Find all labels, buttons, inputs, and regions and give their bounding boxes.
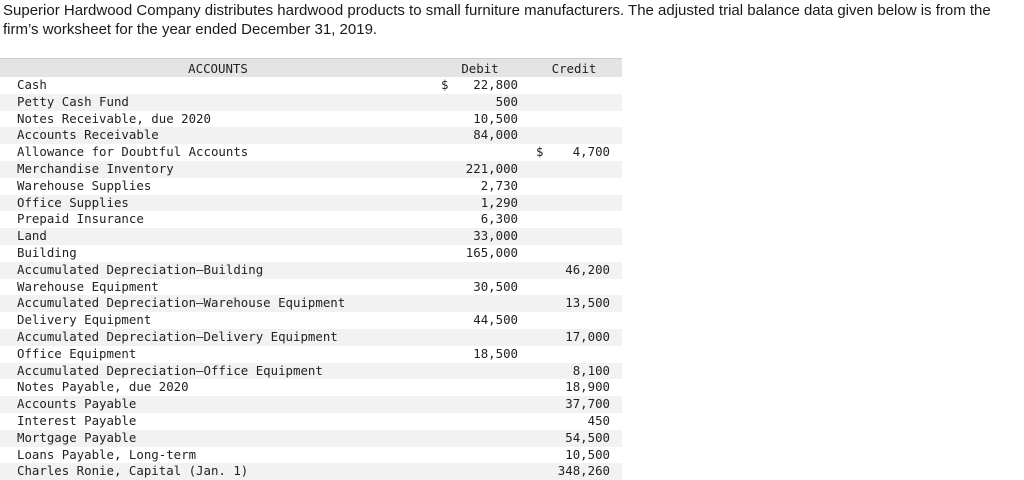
table-row: Office Supplies 1,290 — [0, 194, 622, 212]
table-row: Accounts Payable 37,700 — [0, 396, 622, 413]
account-name: Accumulated Depreciation—Delivery Equipm… — [17, 328, 338, 344]
table-row: Merchandise Inventory 221,000 — [0, 160, 622, 178]
table-row: Land 33,000 — [0, 228, 622, 245]
table-row: Prepaid Insurance 6,300 — [0, 211, 622, 228]
table-row: Cash $22,800 — [0, 77, 622, 94]
table-row: Accounts Receivable 84,000 — [0, 127, 622, 145]
debit-column-header: Debit — [461, 61, 499, 76]
debit-amount: 84,000 — [473, 127, 518, 143]
credit-amount: 4,700 — [572, 144, 610, 160]
account-name: Accounts Payable — [17, 396, 137, 412]
account-name: Office Equipment — [17, 345, 137, 361]
table-row: Delivery Equipment 44,500 — [0, 312, 622, 329]
debit-amount: 44,500 — [473, 312, 518, 328]
debit-amount: 33,000 — [473, 228, 518, 244]
table-row: Accumulated Depreciation—Building 46,200 — [0, 261, 622, 279]
debit-amount: 6,300 — [480, 211, 518, 227]
credit-amount: 37,700 — [565, 396, 610, 412]
account-name: Merchandise Inventory — [17, 160, 174, 176]
account-name: Accumulated Depreciation—Office Equipmen… — [17, 362, 323, 378]
account-name: Building — [17, 244, 77, 260]
account-name: Loans Payable, Long-term — [17, 446, 197, 462]
credit-amount: 17,000 — [565, 328, 610, 344]
account-name: Accounts Receivable — [17, 127, 159, 143]
account-name: Charles Ronie, Capital (Jan. 1) — [17, 463, 249, 479]
account-name: Allowance for Doubtful Accounts — [17, 144, 249, 160]
credit-amount: 54,500 — [565, 429, 610, 445]
table-row: Warehouse Equipment 30,500 — [0, 279, 622, 296]
account-name: Warehouse Supplies — [17, 177, 152, 193]
account-name: Land — [17, 228, 47, 244]
account-name: Mortgage Payable — [17, 429, 137, 445]
account-name: Cash — [17, 77, 47, 92]
account-name: Petty Cash Fund — [17, 93, 129, 109]
account-name: Notes Receivable, due 2020 — [17, 110, 211, 126]
account-name: Accumulated Depreciation—Building — [17, 261, 264, 277]
credit-column-header: Credit — [551, 61, 597, 76]
debit-amount: 18,500 — [473, 345, 518, 361]
account-name: Prepaid Insurance — [17, 211, 144, 227]
account-name: Warehouse Equipment — [17, 278, 159, 294]
account-name: Notes Payable, due 2020 — [17, 379, 189, 395]
table-row: Accumulated Depreciation—Warehouse Equip… — [0, 295, 622, 313]
debit-amount: 10,500 — [473, 110, 518, 126]
debit-amount: 22,800 — [473, 77, 518, 92]
credit-amount: 46,200 — [565, 261, 610, 277]
account-name: Accumulated Depreciation—Warehouse Equip… — [17, 295, 346, 311]
account-name: Office Supplies — [17, 194, 129, 210]
accounts-column-header: ACCOUNTS — [188, 61, 248, 76]
table-row: Building 165,000 — [0, 245, 622, 262]
debit-amount: 2,730 — [480, 177, 518, 193]
table-row: Accumulated Depreciation—Office Equipmen… — [0, 362, 622, 380]
credit-amount: 10,500 — [565, 446, 610, 462]
table-row: Interest Payable 450 — [0, 413, 622, 430]
table-header: ACCOUNTS Debit Credit — [0, 58, 622, 77]
table-row: Loans Payable, Long-term 10,500 — [0, 447, 622, 464]
credit-amount: 13,500 — [565, 295, 610, 311]
table-row: Accumulated Depreciation—Delivery Equipm… — [0, 328, 622, 346]
credit-amount: 8,100 — [572, 362, 610, 378]
table-row: Notes Payable, due 2020 18,900 — [0, 379, 622, 396]
table-row: Warehouse Supplies 2,730 — [0, 178, 622, 195]
table-row: Notes Receivable, due 2020 10,500 — [0, 111, 622, 128]
debit-amount: 30,500 — [473, 278, 518, 294]
credit-amount: 348,260 — [557, 463, 610, 479]
table-row: Allowance for Doubtful Accounts $4,700 — [0, 144, 622, 161]
table-row: Mortgage Payable 54,500 — [0, 429, 622, 447]
credit-amount: 450 — [587, 412, 610, 428]
table-row: Office Equipment 18,500 — [0, 346, 622, 363]
table-row: Petty Cash Fund 500 — [0, 93, 622, 111]
table-body: Cash $22,800 Petty Cash Fund 500 Notes Recei… — [0, 77, 622, 480]
debit-amount: 165,000 — [465, 244, 518, 260]
debit-currency-sign: $ — [441, 77, 449, 92]
table-row: Charles Ronie, Capital (Jan. 1) 348,260 — [0, 463, 622, 480]
debit-amount: 221,000 — [465, 160, 518, 176]
trial-balance-table: ACCOUNTS Debit Credit Cash $22,800 Petty C… — [0, 58, 622, 480]
credit-amount: 18,900 — [565, 379, 610, 395]
intro-text: Superior Hardwood Company distributes ha… — [3, 2, 991, 38]
account-name: Interest Payable — [17, 412, 137, 428]
debit-amount: 500 — [495, 93, 518, 109]
account-name: Delivery Equipment — [17, 312, 152, 328]
debit-amount: 1,290 — [480, 194, 518, 210]
credit-currency-sign: $ — [536, 144, 544, 160]
